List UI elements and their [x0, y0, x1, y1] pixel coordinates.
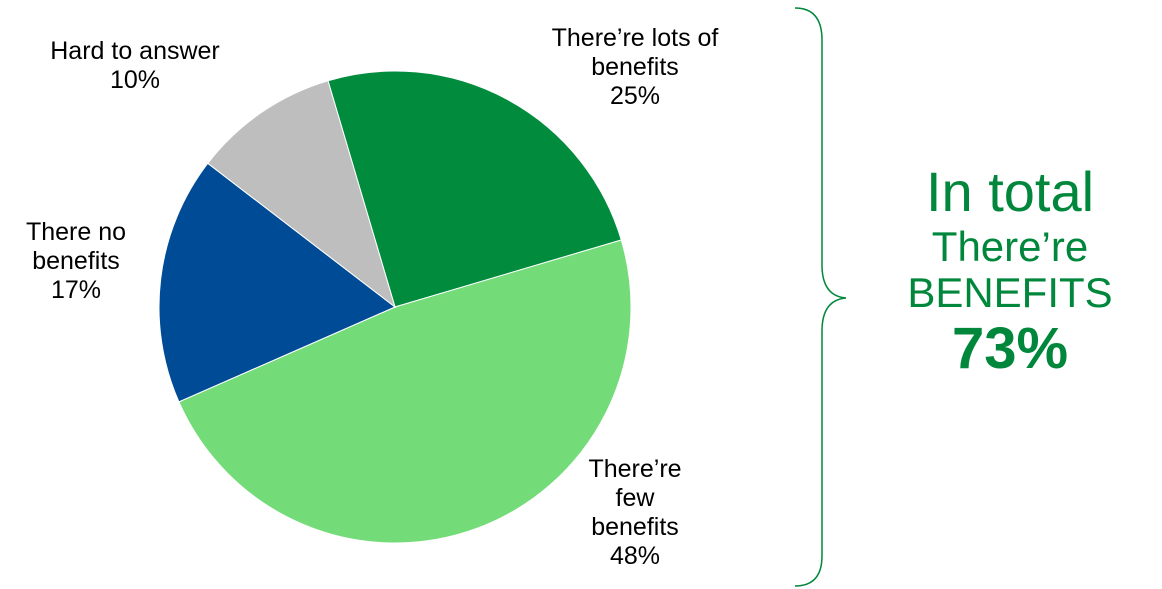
summary-total-percent: 73%: [951, 316, 1069, 381]
pie-slice-no-benefits: [158, 162, 396, 403]
pie-slice-few-benefits: [178, 239, 632, 544]
slice-label-line: 48%: [609, 542, 661, 570]
summary-there-are: There’re: [931, 223, 1089, 270]
summary-in-total: In total: [925, 160, 1095, 223]
summary-brace: [794, 7, 847, 587]
slice-label-line: Hard to answer: [50, 37, 220, 65]
slice-label-line: benefits: [32, 247, 120, 275]
summary-benefits: BENEFITS: [907, 269, 1113, 316]
slice-label-hard-to-answer: Hard to answer 10%: [10, 37, 260, 95]
slice-label-line: There no: [25, 218, 127, 246]
pie-slice-lots-of-benefits: [327, 70, 622, 308]
pie-slices: [158, 70, 632, 544]
slice-label-line: There’re: [588, 455, 682, 483]
slice-label-line: benefits: [591, 53, 679, 81]
slice-label-line: 25%: [609, 82, 661, 110]
slice-label-few-benefits: There’re few benefits 48%: [550, 455, 720, 571]
benefits-summary: In total There’re BENEFITS 73%: [860, 160, 1160, 382]
slice-label-line: 10%: [109, 66, 161, 94]
slice-label-line: 17%: [50, 276, 102, 304]
slice-label-line: few: [615, 484, 655, 512]
pie-slice-hard-to-answer: [207, 80, 396, 309]
slice-label-lots-of-benefits: There’re lots of benefits 25%: [500, 24, 770, 111]
slice-label-line: benefits: [591, 513, 679, 541]
slice-label-line: There’re lots of: [551, 24, 719, 52]
slice-label-no-benefits: There no benefits 17%: [0, 218, 152, 305]
